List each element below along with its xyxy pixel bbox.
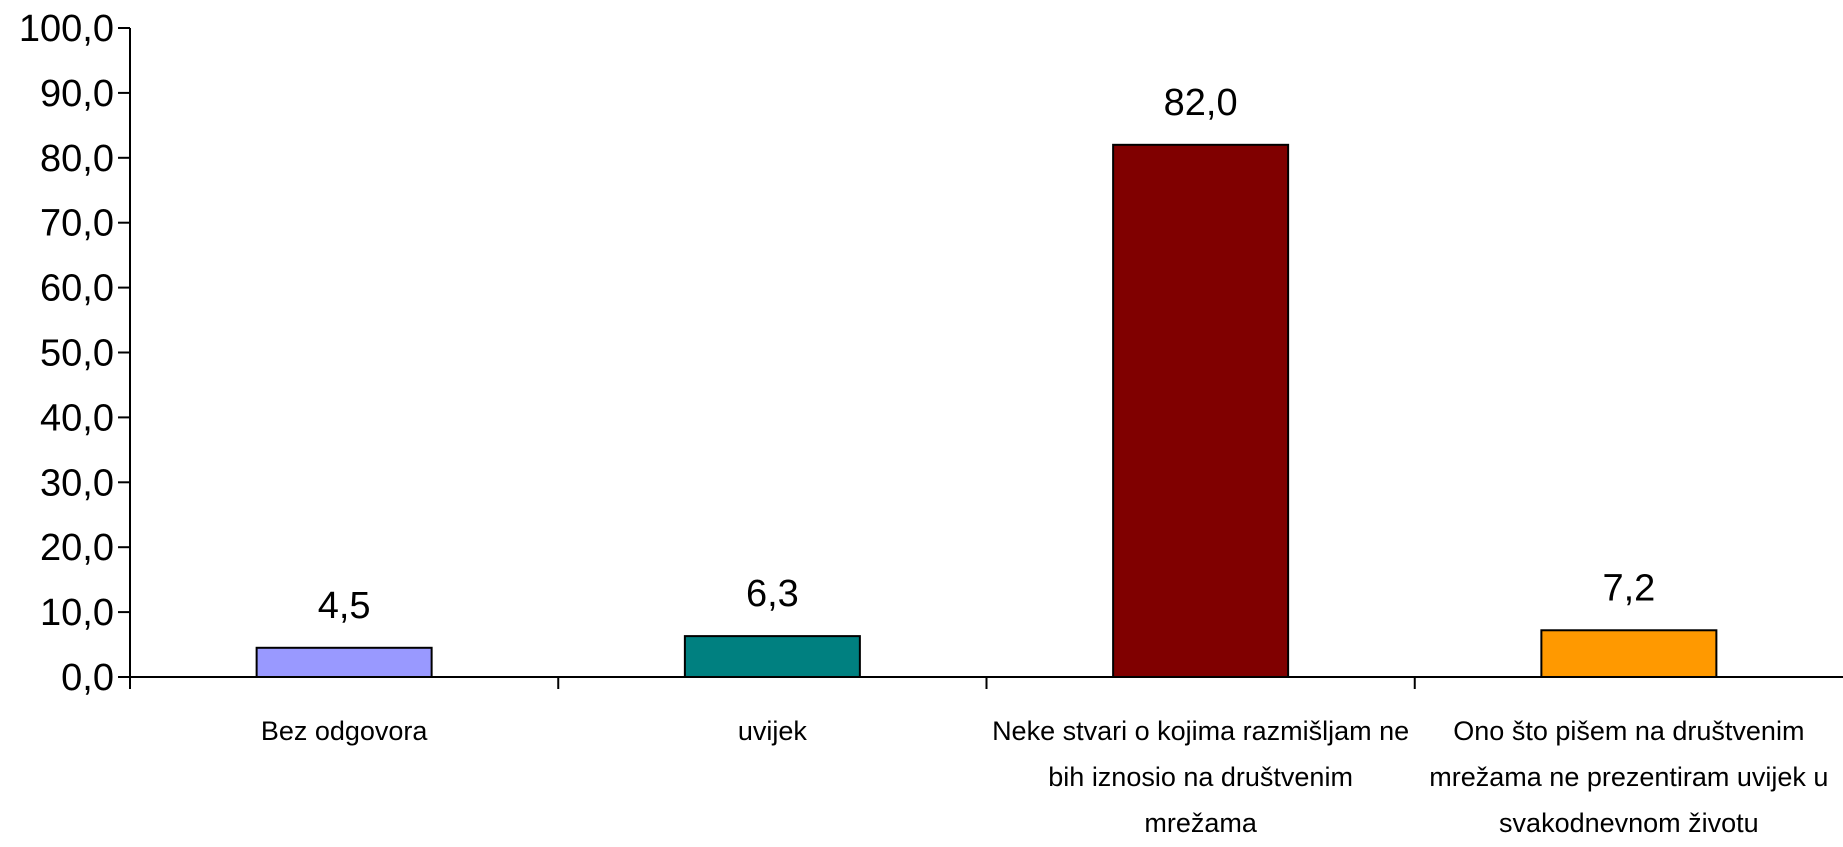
y-tick-label: 30,0: [40, 462, 114, 504]
category-label: Bez odgovora: [261, 716, 429, 746]
category-label-line: mrežama: [1144, 808, 1258, 838]
y-tick-label: 0,0: [61, 657, 114, 699]
category-label-line: svakodnevnom životu: [1499, 808, 1759, 838]
bar: [683, 635, 861, 678]
category-label: uvijek: [738, 716, 808, 746]
y-tick-label: 100,0: [19, 8, 114, 50]
y-tick-label: 80,0: [40, 138, 114, 180]
data-label: 4,5: [318, 585, 371, 627]
category-label-line: uvijek: [738, 716, 808, 746]
category-label-line: Bez odgovora: [261, 716, 429, 746]
category-label-line: bih iznosio na društvenim: [1048, 762, 1353, 792]
category-label-line: Neke stvari o kojima razmišljam ne: [992, 716, 1409, 746]
bar: [255, 646, 433, 678]
bar: [1540, 629, 1718, 678]
category-label: Neke stvari o kojima razmišljam ne bih iz…: [992, 716, 1409, 838]
category-label-line: mrežama ne prezentiram uvijek u: [1429, 762, 1828, 792]
bar: [1112, 143, 1290, 678]
data-label: 82,0: [1164, 82, 1238, 124]
y-tick-label: 40,0: [40, 397, 114, 439]
data-label: 6,3: [746, 573, 799, 615]
category-label-line: Ono što pišem na društvenim: [1453, 716, 1804, 746]
y-tick-label: 50,0: [40, 333, 114, 375]
y-tick-label: 70,0: [40, 203, 114, 245]
data-label: 7,2: [1602, 567, 1655, 609]
y-tick-label: 10,0: [40, 592, 114, 634]
category-label: Ono što pišem na društvenim mrežama ne pr…: [1429, 716, 1828, 838]
y-tick-label: 20,0: [40, 527, 114, 569]
y-tick-label: 60,0: [40, 268, 114, 310]
y-tick-label: 90,0: [40, 73, 114, 115]
